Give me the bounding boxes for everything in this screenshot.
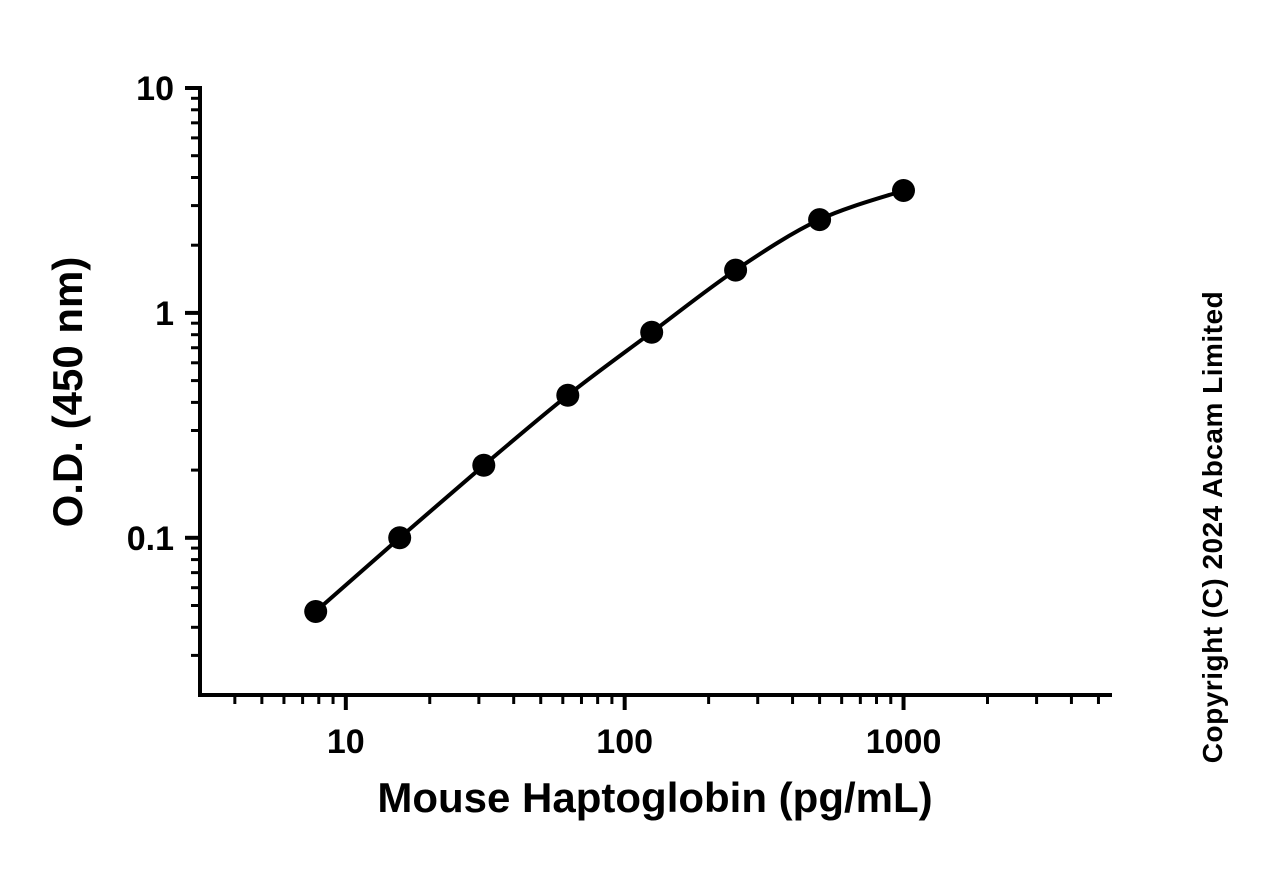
points-layer [304,179,915,623]
y-tick-label: 10 [136,70,174,108]
data-point-marker [556,383,580,407]
y-tick-label: 1 [155,295,174,333]
copyright-text: Copyright (C) 2024 Abcam Limited [1197,291,1228,763]
data-point-marker [472,453,496,477]
axis-lines [198,86,1112,697]
data-point-marker [724,258,748,282]
data-point-marker [304,600,328,623]
x-axis-title: Mouse Haptoglobin (pg/mL) [377,774,932,821]
y-axis-title: O.D. (450 nm) [44,257,91,528]
tick-labels: 10 100 1000 0.1 1 10 [127,70,942,761]
data-point-marker [808,208,832,232]
data-point-marker [388,526,412,550]
y-tick-label: 0.1 [127,520,174,558]
x-tick-label: 1000 [866,723,942,761]
axes [198,86,1112,697]
x-tick-label: 100 [596,723,653,761]
x-tick-label: 10 [327,723,365,761]
data-point-marker [892,179,915,202]
data-point-marker [640,320,664,344]
